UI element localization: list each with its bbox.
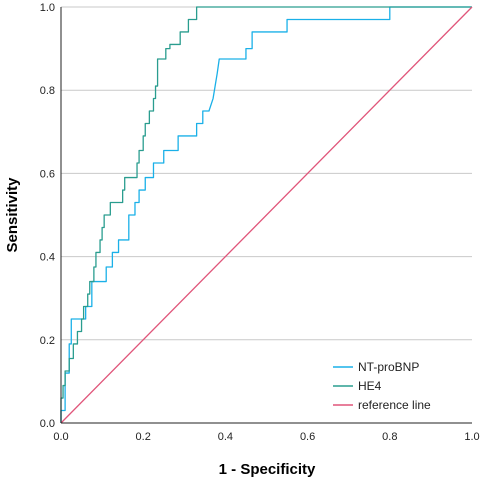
series-line-he4 (60, 6, 472, 423)
x-axis-title: 1 - Specificity (219, 461, 316, 478)
x-tick-label-3: 0.6 (300, 431, 315, 443)
y-axis-title: Sensitivity (4, 177, 21, 253)
series-line-reference-line (60, 6, 473, 424)
x-tick-label-4: 0.8 (382, 431, 397, 443)
x-tick-label-0: 0.0 (53, 431, 68, 443)
legend-label-0: NT-proBNP (358, 360, 419, 374)
x-tick-label-2: 0.4 (218, 431, 233, 443)
series-line-nt-probnp (60, 6, 472, 423)
y-tick-label-3: 0.6 (40, 168, 55, 180)
series-layer (60, 6, 473, 424)
y-tick-label-4: 0.8 (40, 85, 55, 97)
tick-labels: 0.0 0.2 0.4 0.6 0.8 1.0 0.0 0.2 0.4 0.6 0.8 1.0 (40, 2, 480, 443)
legend: NT-proBNP HE4 reference line (333, 360, 431, 412)
legend-label-2: reference line (358, 398, 431, 412)
y-tick-label-2: 0.4 (40, 252, 55, 264)
y-tick-label-0: 0.0 (40, 418, 55, 430)
y-tick-label-1: 0.2 (40, 335, 55, 347)
x-tick-label-1: 0.2 (136, 431, 151, 443)
y-tick-label-5: 1.0 (40, 2, 55, 14)
axes (60, 7, 472, 424)
legend-label-1: HE4 (358, 379, 382, 393)
x-tick-label-5: 1.0 (464, 431, 479, 443)
